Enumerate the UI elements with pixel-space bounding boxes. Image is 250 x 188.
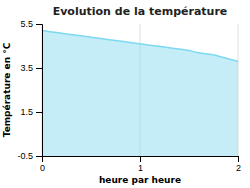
tick-label: 1.5 <box>20 107 33 117</box>
tick: 3.5 <box>20 63 42 73</box>
tick-label: 1 <box>138 163 143 173</box>
y-axis: -0.5 1.5 3.5 5.5 <box>17 19 42 161</box>
tick: 0 <box>40 156 45 173</box>
tick: 1.5 <box>20 107 42 117</box>
x-axis: 0 1 2 <box>40 156 241 173</box>
grid <box>42 24 238 156</box>
marks <box>42 31 238 156</box>
tick: 2 <box>236 156 241 173</box>
line <box>42 31 238 62</box>
title: Evolution de la température <box>53 5 228 18</box>
axis-line <box>43 157 239 163</box>
tick-mark <box>36 112 42 113</box>
tick-mark <box>238 156 239 162</box>
tick-label: 5.5 <box>20 19 33 29</box>
x-axis-title: heure par heure <box>99 175 181 185</box>
tick-label: -0.5 <box>17 151 33 161</box>
tick: -0.5 <box>17 151 42 161</box>
tick-mark <box>36 24 42 25</box>
chart: 0 1 2 -0.5 1.5 3.5 5.5 Evolution de la températ… <box>0 0 250 188</box>
plot: 0 1 2 -0.5 1.5 3.5 5.5 <box>17 19 241 173</box>
y-axis-title: Température en °C <box>2 42 12 137</box>
area <box>42 31 238 156</box>
tick-mark <box>140 156 141 162</box>
tick-mark <box>36 156 42 157</box>
tick: 1 <box>138 156 143 173</box>
tick-mark <box>36 68 42 69</box>
tick-label: 0 <box>40 163 45 173</box>
tick: 5.5 <box>20 19 42 29</box>
axis-line <box>36 25 43 157</box>
tick-label: 3.5 <box>20 63 33 73</box>
tick-label: 2 <box>236 163 241 173</box>
